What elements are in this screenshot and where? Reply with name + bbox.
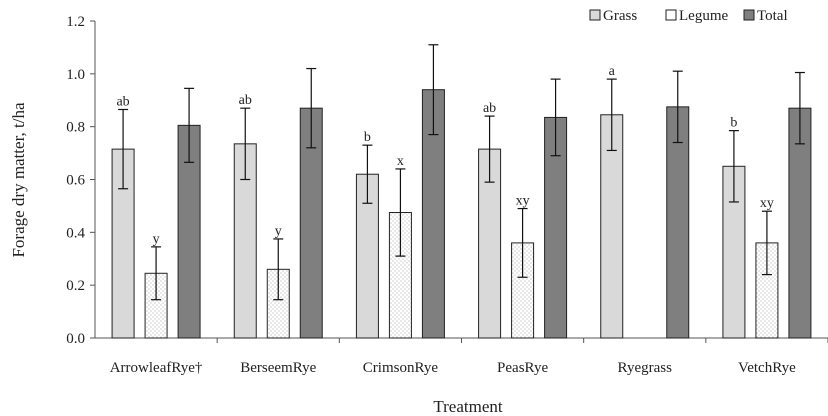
x-tick-label: Ryegrass bbox=[618, 360, 673, 376]
x-tick-label: ArrowleafRye† bbox=[110, 360, 203, 376]
significance-letter: ab bbox=[239, 93, 252, 108]
x-tick-label: BerseemRye bbox=[240, 360, 316, 376]
y-tick-label: 0.2 bbox=[66, 278, 85, 294]
axes bbox=[94, 21, 828, 339]
y-tick-label: 1.2 bbox=[66, 14, 85, 30]
x-tick-labels: ArrowleafRye† BerseemRye CrimsonRye PeasRye… bbox=[110, 338, 828, 376]
significance-letter: xy bbox=[760, 196, 774, 211]
legend-label-total: Total bbox=[757, 8, 788, 24]
significance-letter: a bbox=[609, 64, 616, 79]
significance-letter: xy bbox=[516, 194, 530, 209]
x-axis-title: Treatment bbox=[433, 397, 503, 416]
y-tick-label: 1.0 bbox=[66, 67, 85, 83]
bars bbox=[111, 89, 812, 339]
legend-label-grass: Grass bbox=[603, 8, 637, 24]
y-tick-label: 0.8 bbox=[66, 120, 85, 136]
legend-swatch-total bbox=[743, 9, 755, 21]
x-tick-label: VetchRye bbox=[738, 360, 796, 376]
y-tick-label: 0.4 bbox=[66, 225, 85, 241]
significance-letter: b bbox=[364, 130, 371, 145]
significance-letter: b bbox=[730, 116, 737, 131]
error-bars bbox=[118, 44, 805, 301]
y-tick-label: 0.0 bbox=[66, 331, 85, 347]
significance-letter: ab bbox=[116, 94, 129, 109]
legend-swatch-grass bbox=[589, 9, 601, 21]
y-tick-label: 0.6 bbox=[66, 173, 85, 189]
legend: Grass Legume Total bbox=[589, 8, 788, 24]
significance-letter: y bbox=[153, 232, 160, 247]
significance-letter: y bbox=[275, 224, 282, 239]
x-tick-label: CrimsonRye bbox=[363, 360, 439, 376]
y-axis-title: Forage dry matter, t/ha bbox=[9, 102, 28, 258]
legend-swatch-legume bbox=[665, 9, 677, 21]
legend-label-legume: Legume bbox=[679, 8, 728, 24]
significance-letter: x bbox=[397, 154, 404, 169]
x-tick-label: PeasRye bbox=[497, 360, 548, 376]
significance-letter: ab bbox=[483, 101, 496, 116]
y-tick-labels: 0.0 0.2 0.4 0.6 0.8 1.0 1.2 bbox=[66, 14, 95, 347]
